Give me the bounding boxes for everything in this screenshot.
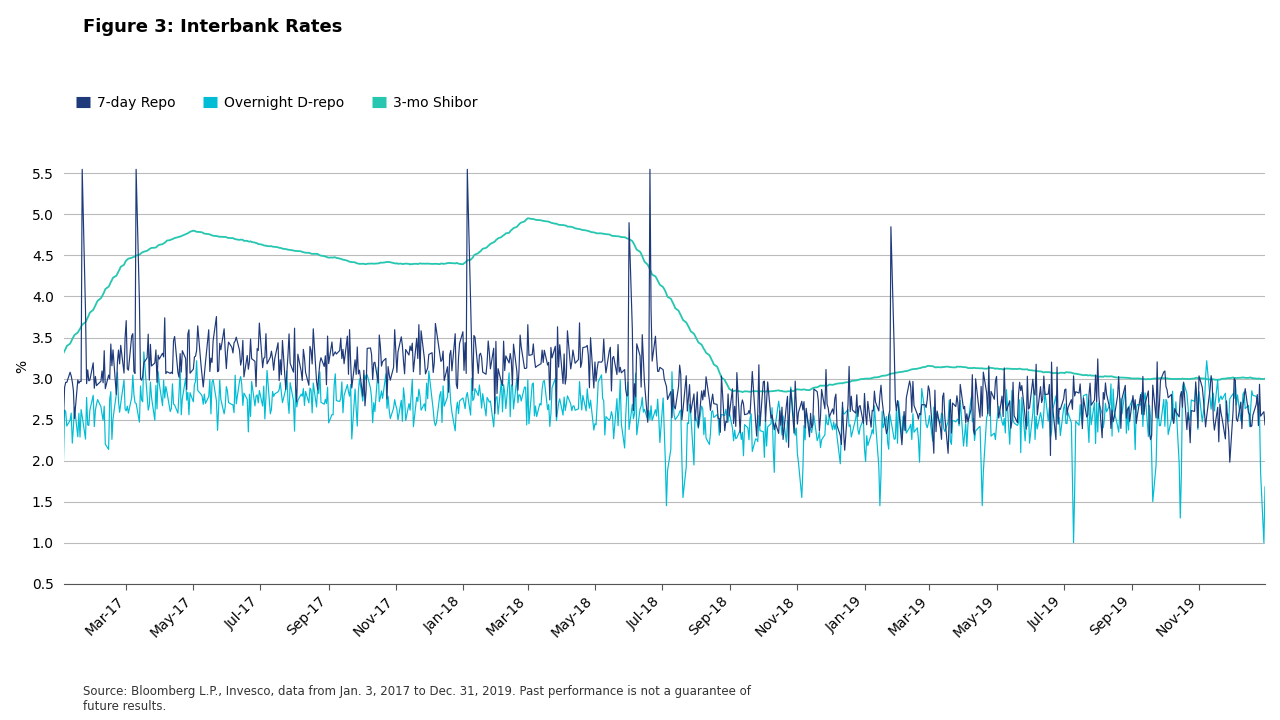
- Text: Source: Bloomberg L.P., Invesco, data from Jan. 3, 2017 to Dec. 31, 2019. Past p: Source: Bloomberg L.P., Invesco, data fr…: [83, 685, 751, 713]
- Legend: 7-day Repo, Overnight D-repo, 3-mo Shibor: 7-day Repo, Overnight D-repo, 3-mo Shibo…: [70, 91, 483, 116]
- Line: Overnight D-repo: Overnight D-repo: [64, 352, 1265, 543]
- Text: Figure 3: Interbank Rates: Figure 3: Interbank Rates: [83, 18, 343, 36]
- Line: 3-mo Shibor: 3-mo Shibor: [64, 218, 1265, 392]
- Line: 7-day Repo: 7-day Repo: [64, 169, 1265, 462]
- Y-axis label: %: %: [15, 360, 29, 373]
